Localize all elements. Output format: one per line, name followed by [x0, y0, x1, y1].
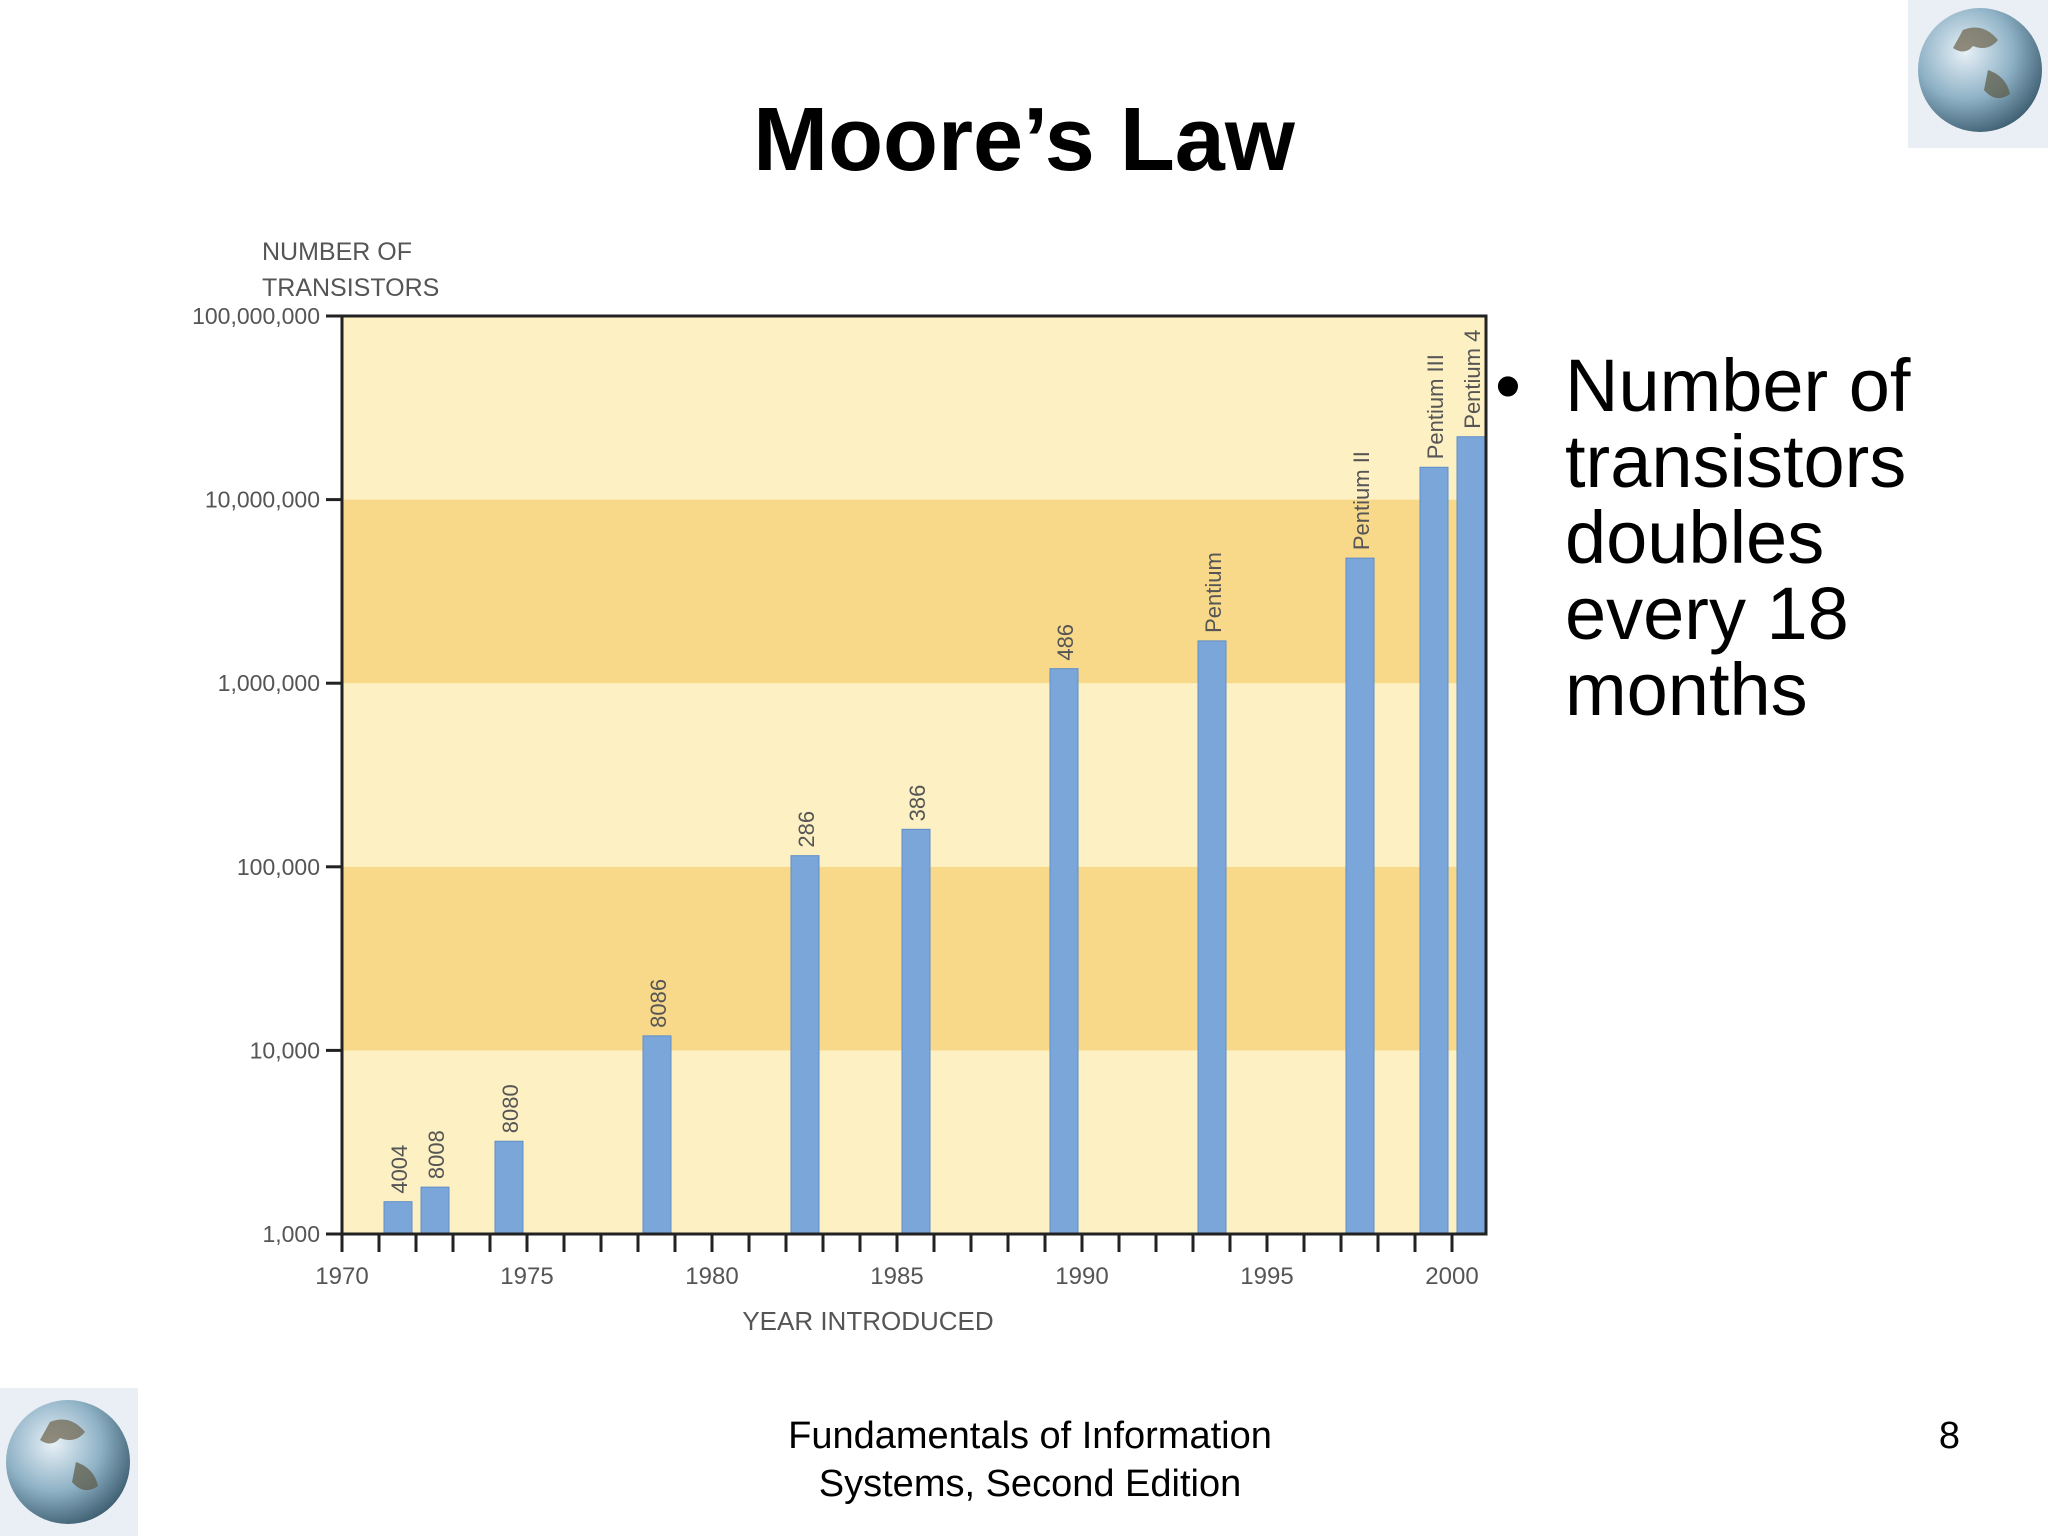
globe-icon [0, 1388, 138, 1536]
bar [642, 1035, 672, 1235]
x-tick-label: 1975 [500, 1263, 553, 1290]
bar [420, 1186, 450, 1235]
bar-label: 286 [794, 811, 819, 848]
x-tick-label: 1970 [315, 1263, 368, 1290]
y-tick-label: 1,000,000 [218, 670, 320, 696]
bar-label: 4004 [387, 1145, 412, 1194]
bar-label: 8086 [646, 979, 671, 1028]
bar-label: 486 [1053, 624, 1078, 661]
y-tick-label: 1,000 [262, 1221, 320, 1247]
bullet-text: Number of transistors doubles every 18 m… [1565, 344, 1911, 731]
page-number: 8 [1938, 1415, 1960, 1457]
y-tick-label: 10,000,000 [205, 487, 320, 513]
bar-label: Pentium III [1423, 354, 1448, 459]
plot-frame [340, 314, 1488, 1236]
bar [790, 855, 820, 1235]
bar [1197, 640, 1227, 1235]
bar [1345, 557, 1375, 1235]
x-axis-label: YEAR INTRODUCED [742, 1306, 993, 1336]
bar-label: 8080 [498, 1084, 523, 1133]
moores-law-chart: 4004 8008 8080 8086 286 386 486 Pentium Pentium … [192, 238, 1488, 1336]
y-tick-label: 100,000,000 [192, 303, 320, 329]
x-tick-label: 1990 [1055, 1263, 1108, 1290]
bar-label: Pentium [1201, 552, 1226, 633]
plot-band [342, 316, 1486, 500]
bar-label: Pentium II [1349, 451, 1374, 550]
bar [383, 1201, 413, 1235]
bar [1049, 668, 1079, 1235]
bar-label: 386 [905, 785, 930, 822]
x-tick-label: 1995 [1240, 1263, 1293, 1290]
bar-label: 8008 [424, 1130, 449, 1179]
y-tick-label: 10,000 [250, 1037, 320, 1063]
x-tick-label: 1980 [685, 1263, 738, 1290]
bar [901, 828, 931, 1235]
x-tick-label: 2000 [1425, 1263, 1478, 1290]
globe-icon [1908, 0, 2048, 148]
x-tick-label: 1985 [870, 1263, 923, 1290]
footer-text: Fundamentals of Information Systems, Sec… [620, 1412, 1440, 1508]
slide-title: Moore’s Law [753, 90, 1295, 190]
footer-line-1: Fundamentals of Information [788, 1415, 1272, 1457]
bar-label: Pentium 4 [1460, 330, 1485, 429]
y-axis-label: TRANSISTORS [262, 274, 439, 302]
y-tick-label: 100,000 [237, 854, 320, 880]
y-axis-label: NUMBER OF [262, 238, 412, 266]
bar [494, 1140, 524, 1235]
plot-band [342, 499, 1486, 684]
bar [1419, 466, 1449, 1235]
bar [1456, 436, 1486, 1235]
bullet-dot: • [1495, 344, 1521, 427]
footer-line-2: Systems, Second Edition [818, 1463, 1242, 1505]
